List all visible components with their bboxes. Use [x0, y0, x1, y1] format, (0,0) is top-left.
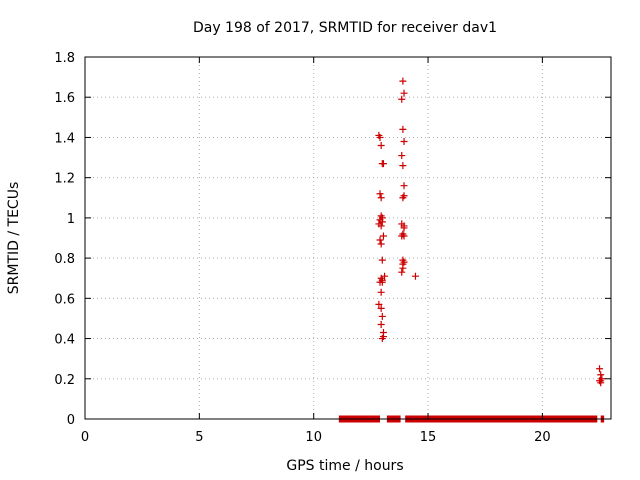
data-point — [398, 268, 406, 276]
y-tick-label: 0.2 — [54, 373, 75, 388]
data-point — [400, 89, 408, 97]
y-tick-label: 1.8 — [54, 51, 75, 66]
data-point — [400, 232, 408, 240]
data-point — [378, 218, 386, 226]
data-point — [597, 371, 605, 379]
data-point — [399, 162, 407, 170]
data-points — [375, 77, 606, 387]
data-point — [377, 320, 385, 328]
data-point — [400, 222, 408, 230]
x-tick-label: 0 — [81, 430, 89, 445]
data-point — [378, 256, 386, 264]
x-axis-ticks: 0 5 10 15 20 — [81, 57, 551, 445]
y-axis-label: SRMTID / TECUs — [6, 182, 22, 295]
data-point — [399, 194, 407, 202]
plot-frame — [84, 56, 612, 420]
data-point — [596, 365, 604, 373]
data-point — [379, 232, 387, 240]
data-point — [377, 222, 385, 230]
data-point — [377, 141, 385, 149]
y-tick-label: 1.2 — [54, 172, 75, 187]
data-point — [378, 312, 386, 320]
data-point — [377, 194, 385, 202]
data-point — [411, 272, 419, 280]
data-point — [376, 236, 384, 244]
data-point — [400, 137, 408, 145]
data-point — [378, 278, 386, 286]
data-point — [400, 182, 408, 190]
x-tick-label: 5 — [195, 430, 203, 445]
data-point — [377, 240, 385, 248]
x-axis-label: GPS time / hours — [286, 458, 403, 474]
y-tick-label: 0 — [67, 413, 75, 428]
x-tick-label: 20 — [534, 430, 551, 445]
x-tick-label: 10 — [305, 430, 322, 445]
grid-lines — [85, 57, 611, 419]
y-tick-label: 0.4 — [54, 333, 75, 348]
y-tick-label: 0.8 — [54, 252, 75, 267]
data-point — [399, 77, 407, 85]
chart-title: Day 198 of 2017, SRMTID for receiver dav… — [193, 20, 497, 36]
data-point — [376, 133, 384, 141]
y-tick-label: 1 — [67, 212, 75, 227]
data-point — [378, 335, 386, 343]
data-point — [376, 190, 384, 198]
data-point — [377, 288, 385, 296]
data-point — [379, 160, 387, 168]
y-tick-label: 0.6 — [54, 292, 75, 307]
x-tick-label: 15 — [420, 430, 437, 445]
data-point — [399, 264, 407, 272]
y-tick-label: 1.6 — [54, 91, 75, 106]
data-point — [398, 95, 406, 103]
data-point — [398, 152, 406, 160]
y-tick-label: 1.4 — [54, 131, 75, 146]
data-point — [597, 379, 605, 387]
y-axis-ticks: 0 0.2 0.4 0.6 0.8 1 1.2 1.4 1.6 1.8 — [54, 51, 611, 428]
data-point — [377, 304, 385, 312]
data-point — [399, 125, 407, 133]
data-point — [375, 300, 383, 308]
